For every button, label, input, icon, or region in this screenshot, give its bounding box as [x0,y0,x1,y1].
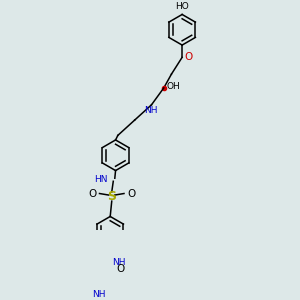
Text: NH: NH [92,290,105,299]
Text: O: O [127,188,135,199]
Text: O: O [88,188,96,199]
Text: O: O [184,52,193,62]
Text: O: O [116,263,124,274]
Text: S: S [107,190,116,203]
Text: NH: NH [112,258,125,267]
Text: NH: NH [144,106,158,115]
Text: HO: HO [175,2,189,11]
Text: OH: OH [167,82,181,91]
Text: HN: HN [94,175,107,184]
